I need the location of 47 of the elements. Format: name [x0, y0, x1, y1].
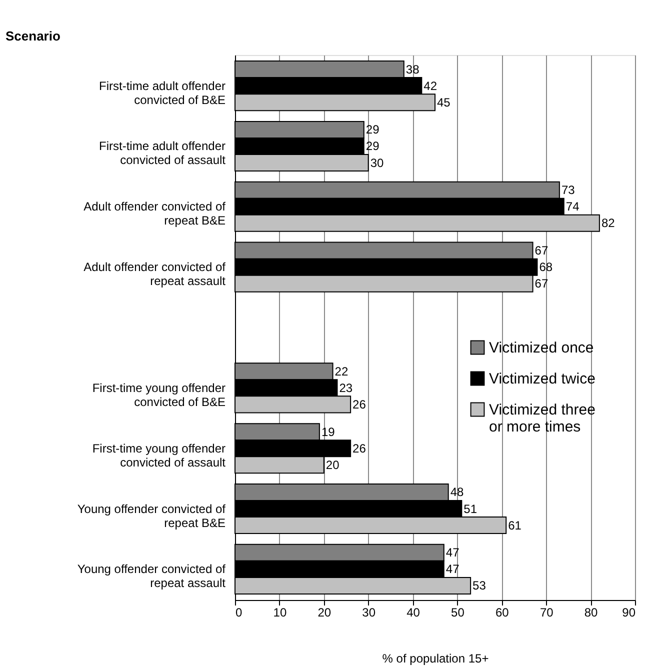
- data-label: 22: [334, 364, 348, 378]
- y-tick-label: First-time adult offender convicted of assault: [99, 139, 226, 168]
- y-tick-label: Adult offender convicted of repeat assault: [84, 260, 226, 288]
- y-tick-label: First-time young offender convicted of B&E: [92, 380, 226, 409]
- x-axis-title: % of population 15+: [382, 652, 489, 666]
- data-label: 67: [534, 244, 548, 258]
- data-label: 38: [406, 62, 420, 76]
- data-label: 29: [366, 139, 380, 154]
- data-label: 53: [472, 578, 486, 593]
- data-label: 20: [326, 458, 340, 472]
- y-axis-title: Scenario: [6, 28, 60, 44]
- data-label: 82: [601, 216, 616, 230]
- data-label: 47: [446, 546, 460, 560]
- data-label: 68: [539, 260, 553, 274]
- x-tick-label: 40: [406, 606, 420, 620]
- data-label: 61: [508, 518, 522, 532]
- data-label: 26: [352, 397, 366, 412]
- data-label: 74: [566, 200, 580, 214]
- legend-label: Victimized once: [489, 340, 594, 356]
- legend-label: Victimized twice: [489, 370, 596, 388]
- x-tick-label: 50: [451, 606, 465, 620]
- data-label: 30: [370, 156, 384, 170]
- data-label: 47: [446, 562, 460, 576]
- x-tick-label: 30: [362, 606, 376, 620]
- data-label: 48: [450, 485, 464, 500]
- data-label: 51: [464, 502, 478, 516]
- data-label: 42: [424, 78, 438, 93]
- data-label: 19: [321, 424, 336, 439]
- data-label: 67: [534, 276, 548, 291]
- x-tick-label: 60: [495, 606, 510, 620]
- data-label: 26: [352, 441, 366, 456]
- x-tick-label: 10: [273, 606, 287, 620]
- y-tick-label: Young offender convicted of repeat assault: [77, 562, 226, 590]
- x-tick-label: 80: [584, 606, 598, 620]
- x-tick-label: 70: [540, 606, 554, 620]
- legend-label: Victimized three or more times: [489, 402, 596, 436]
- data-label: 73: [561, 183, 576, 198]
- y-tick-label: Young offender convicted of repeat B&E: [77, 502, 226, 530]
- data-label: 23: [339, 380, 353, 395]
- x-tick-label: 0: [236, 606, 242, 620]
- y-tick-label: First-time young offender convicted of assault: [92, 441, 226, 470]
- data-label: 45: [437, 95, 451, 110]
- data-label: 29: [366, 122, 380, 137]
- x-tick-label: 20: [318, 606, 332, 620]
- y-tick-label: Adult offender convicted of repeat B&E: [84, 200, 226, 228]
- y-tick-label: First-time adult offender convicted of B&E: [99, 78, 226, 107]
- x-tick-label: 90: [622, 606, 636, 620]
